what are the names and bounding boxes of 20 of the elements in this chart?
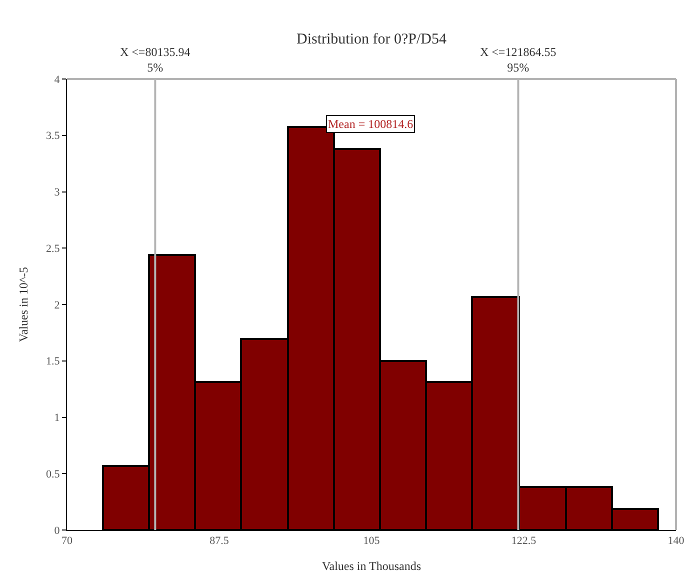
y-tick-label: 0.5 [46,468,60,480]
x-tick-label: 122.5 [511,535,537,548]
x-tick-label: 70 [62,535,73,548]
y-tick-label: 1.5 [46,356,60,368]
ref-line-label: X <=121864.55 95% [480,45,556,75]
x-axis-title: Values in Thousands [322,559,422,574]
ref-line-label: X <=80135.94 5% [120,45,190,75]
y-tick-label: 3.5 [46,130,60,142]
annotation: Mean = 100814.6 [328,117,414,131]
y-tick-label: 1 [54,412,60,424]
y-tick-label: 3 [54,186,60,199]
y-tick-label: 0 [54,524,60,537]
x-tick-label: 105 [363,535,380,548]
y-axis-title: Values in 10^-5 [16,267,30,342]
y-tick-label: 2 [54,299,60,312]
chart-title: Distribution for 0?P/D54 [296,31,447,48]
x-tick-label: 140 [668,535,685,548]
x-tick-label: 87.5 [210,535,230,548]
y-tick-label: 4 [54,74,60,86]
y-tick-label: 2.5 [46,242,60,255]
